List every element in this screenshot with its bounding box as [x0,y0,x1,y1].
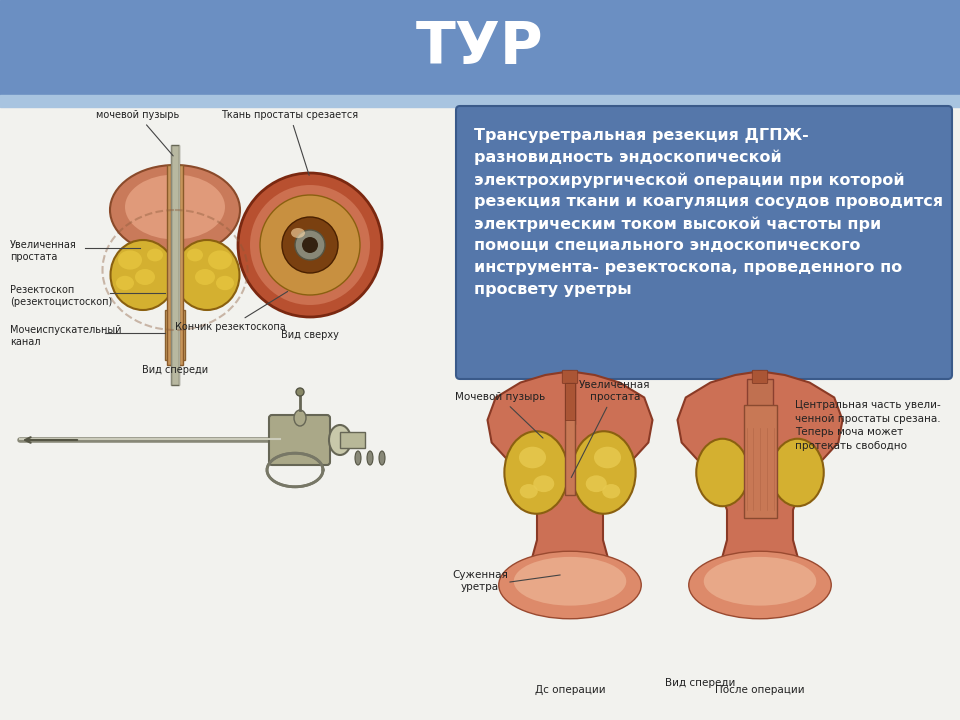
Bar [171,145,179,385]
Ellipse shape [135,269,155,285]
Ellipse shape [533,475,554,492]
Ellipse shape [514,557,626,606]
Ellipse shape [504,431,568,514]
Ellipse shape [696,438,749,506]
Text: Ткань простаты срезается: Ткань простаты срезается [222,110,359,176]
Text: мочевой пузырь: мочевой пузырь [96,110,180,156]
FancyBboxPatch shape [269,415,330,465]
Bar [167,165,183,365]
Text: Центральная часть увели-
ченной простаты срезана.
Теперь моча может
протекать св: Центральная часть увели- ченной простаты… [795,400,941,451]
Circle shape [238,173,382,317]
Text: Увеличенная
простата: Увеличенная простата [10,240,77,261]
Ellipse shape [367,451,373,465]
Text: Кончик резектоскопа: Кончик резектоскопа [175,292,288,332]
Circle shape [295,230,325,260]
Ellipse shape [771,438,824,506]
Ellipse shape [602,484,620,498]
FancyBboxPatch shape [753,370,768,384]
Ellipse shape [572,431,636,514]
Bar [0,0,960,95]
Ellipse shape [110,165,240,255]
Ellipse shape [291,228,305,238]
Text: Трансуретральная резекция ДГПЖ-
разновидность эндоскопической
электрохирургическ: Трансуретральная резекция ДГПЖ- разновид… [474,128,943,297]
Text: Вид спереди: Вид спереди [142,365,208,375]
Text: После операции: После операции [715,685,804,695]
Ellipse shape [195,269,215,285]
FancyBboxPatch shape [563,370,578,384]
Bar [340,432,365,448]
Ellipse shape [379,451,385,465]
Text: Мочевой пузырь: Мочевой пузырь [455,392,545,438]
Ellipse shape [355,451,361,465]
Bar [747,379,773,424]
Circle shape [302,237,318,253]
Text: ТУР: ТУР [417,19,543,76]
Text: Увеличенная
простата: Увеличенная простата [571,380,651,477]
Text: Мочеиспускательный
канал: Мочеиспускательный канал [10,325,122,346]
Circle shape [260,195,360,295]
Text: Суженная
уретра: Суженная уретра [452,570,508,592]
Ellipse shape [147,248,163,261]
Ellipse shape [329,425,351,455]
Text: Вид спереди: Вид спереди [665,678,735,688]
Ellipse shape [519,484,538,498]
Ellipse shape [499,552,641,618]
Text: Резектоскоп
(резектоцистоскоп): Резектоскоп (резектоцистоскоп) [10,285,112,307]
Bar [743,405,777,518]
Ellipse shape [688,552,831,618]
Ellipse shape [216,276,234,290]
Ellipse shape [116,276,134,290]
Ellipse shape [118,251,142,269]
Ellipse shape [519,446,546,468]
Polygon shape [488,372,653,615]
Ellipse shape [586,475,607,492]
Bar [564,382,575,420]
Text: Дс операции: Дс операции [535,685,606,695]
Bar [565,379,574,424]
FancyBboxPatch shape [456,106,952,379]
Polygon shape [678,372,843,615]
Bar [0,95,960,107]
Circle shape [250,185,370,305]
Ellipse shape [208,251,232,269]
Ellipse shape [175,240,239,310]
Bar [564,382,575,495]
Ellipse shape [594,446,621,468]
Ellipse shape [294,410,306,426]
Bar [165,310,185,360]
Ellipse shape [187,248,203,261]
Ellipse shape [296,388,304,396]
Ellipse shape [125,174,225,240]
Circle shape [282,217,338,273]
Ellipse shape [704,557,816,606]
Text: Вид сверху: Вид сверху [281,330,339,340]
Ellipse shape [110,240,176,310]
